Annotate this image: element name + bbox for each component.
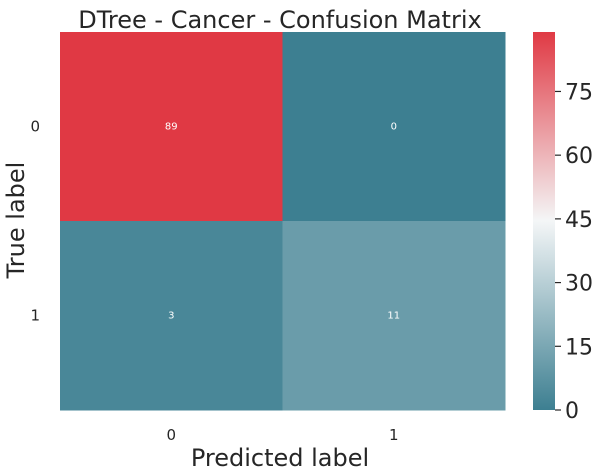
heatmap-cell — [282, 221, 506, 411]
chart-title: DTree - Cancer - Confusion Matrix — [78, 6, 481, 34]
cell-value-label: 89 — [165, 122, 178, 133]
y-axis-label: True label — [2, 162, 30, 280]
colorbar-tick-label: 0 — [565, 399, 579, 424]
colorbar-tick-label: 75 — [565, 80, 593, 105]
colorbar-tick-label: 15 — [565, 335, 593, 360]
axis-ticks: 0 1 0 1 — [30, 118, 398, 445]
heatmap-cell — [60, 221, 283, 411]
colorbar-tick-label: 45 — [565, 208, 593, 233]
colorbar — [533, 32, 555, 410]
heatmap-cell — [60, 32, 283, 222]
heatmap-cells: 89 0 3 11 — [60, 32, 506, 411]
heatmap-cell — [282, 32, 506, 222]
colorbar-tick-label: 30 — [565, 272, 593, 297]
x-tick-label: 0 — [166, 426, 176, 444]
cell-value-label: 3 — [168, 311, 174, 322]
colorbar-tick-label: 60 — [565, 144, 593, 169]
y-tick-label: 0 — [30, 118, 40, 136]
x-axis-label: Predicted label — [191, 444, 369, 472]
cell-value-label: 0 — [391, 122, 397, 133]
x-tick-label: 1 — [389, 426, 399, 444]
y-tick-label: 1 — [30, 307, 40, 325]
colorbar-ticks: 0 15 30 45 60 75 — [555, 80, 593, 424]
cell-value-label: 11 — [387, 311, 400, 322]
